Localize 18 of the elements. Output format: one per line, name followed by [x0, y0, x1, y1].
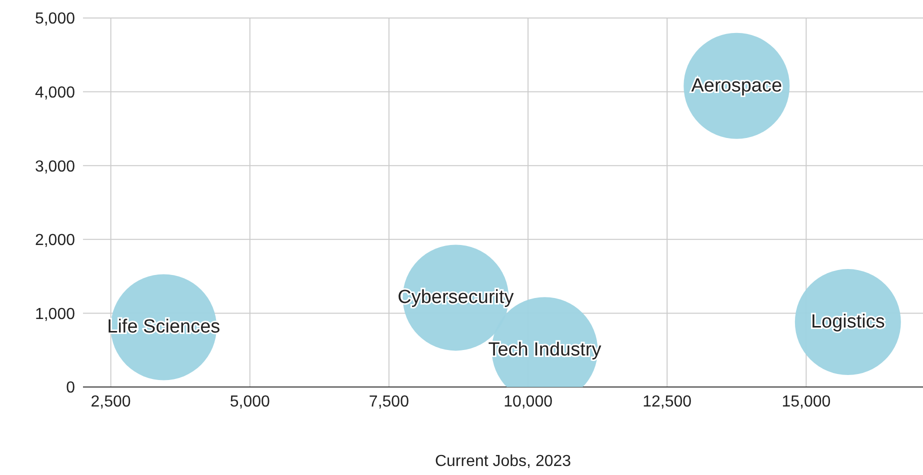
y-tick-label: 5,000 — [34, 10, 76, 28]
x-tick-label: 2,500 — [90, 393, 131, 410]
y-tick-label: 3,000 — [34, 158, 76, 176]
x-tick-label: 7,500 — [368, 393, 410, 410]
series-label: Cybersecurity — [398, 287, 514, 308]
x-tick-label: 10,000 — [504, 393, 553, 410]
x-axis-title: Current Jobs, 2023 — [434, 453, 572, 470]
series-label: Life Sciences — [107, 316, 220, 338]
series-label: Aerospace — [691, 75, 782, 96]
x-tick-label: 5,000 — [230, 393, 270, 410]
x-tick-label: 12,500 — [642, 393, 692, 410]
y-tick-label: 0 — [66, 380, 76, 397]
y-tick-label: 2,000 — [34, 232, 76, 250]
y-tick-label: 1,000 — [34, 306, 76, 323]
y-tick-label: 4,000 — [34, 84, 76, 102]
series-label: Tech Industry — [488, 340, 602, 361]
series-label: Logistics — [810, 312, 885, 333]
x-tick-label: 15,000 — [782, 393, 831, 410]
